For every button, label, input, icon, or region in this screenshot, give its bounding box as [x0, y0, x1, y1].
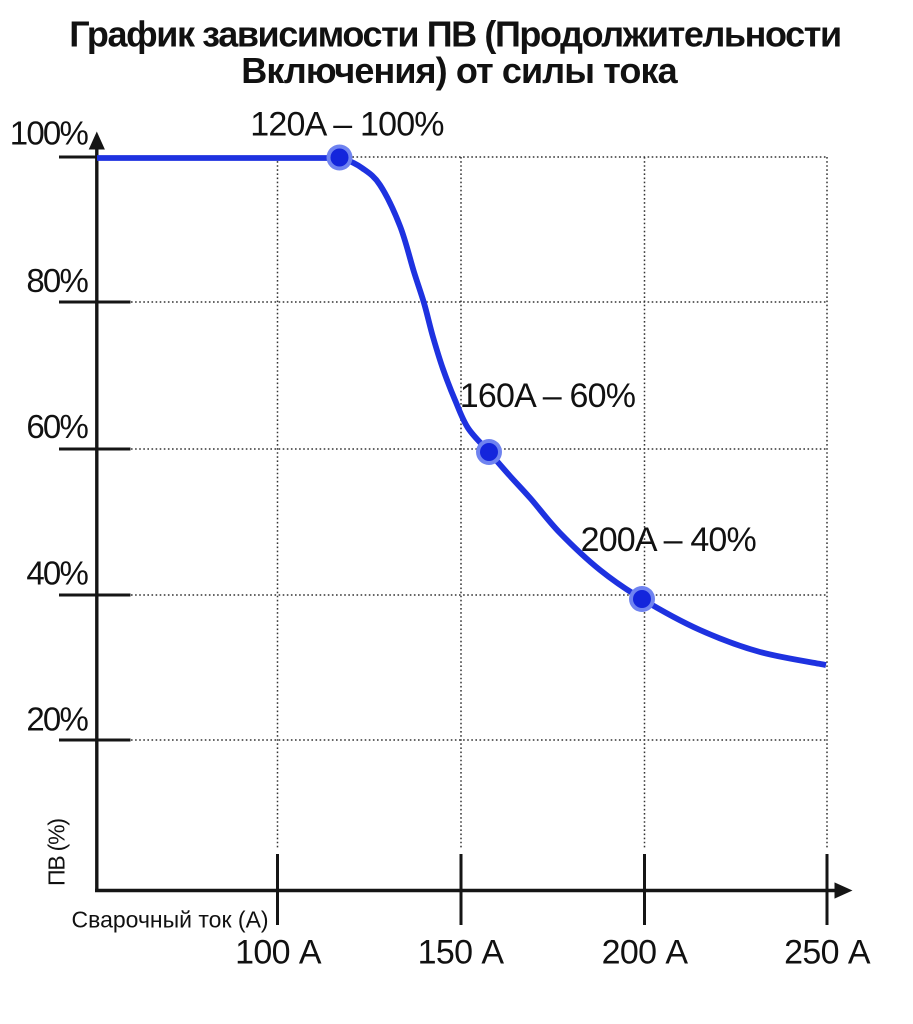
svg-text:100%: 100%	[10, 115, 89, 152]
svg-text:200A – 40%: 200A – 40%	[581, 521, 757, 559]
svg-text:Включения) от силы тока: Включения) от силы тока	[241, 50, 678, 91]
svg-text:ПВ (%): ПВ (%)	[44, 819, 70, 886]
svg-text:60%: 60%	[26, 408, 88, 445]
svg-text:120A – 100%: 120A – 100%	[250, 106, 444, 144]
svg-text:200 А: 200 А	[602, 934, 689, 972]
svg-text:100 А: 100 А	[235, 934, 322, 972]
svg-text:250 А: 250 А	[784, 934, 871, 972]
svg-text:150 А: 150 А	[418, 934, 505, 972]
svg-text:20%: 20%	[26, 701, 88, 738]
svg-text:80%: 80%	[26, 262, 88, 299]
svg-text:160A – 60%: 160A – 60%	[460, 377, 636, 415]
svg-text:40%: 40%	[26, 555, 88, 592]
svg-text:График зависимости ПВ (Продолж: График зависимости ПВ (Продолжительности	[69, 14, 840, 55]
svg-text:Сварочный ток (А): Сварочный ток (А)	[72, 907, 269, 933]
